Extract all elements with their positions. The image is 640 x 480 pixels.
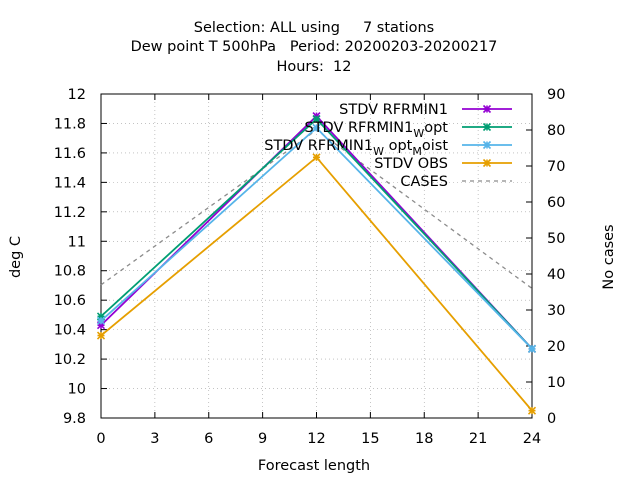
data-point — [96, 331, 106, 340]
x-tick-label: 6 — [204, 431, 213, 447]
y-tick-label: 12 — [68, 87, 86, 103]
y-tick-label: 11.6 — [54, 146, 86, 162]
legend-label: STDV OBS — [374, 156, 448, 172]
legend-label: STDV RFRMIN1Wopt — [304, 120, 448, 140]
chart-title: Selection: ALL using 7 stations Dew poin… — [131, 20, 498, 75]
legend-label: STDV RFRMIN1 — [339, 102, 448, 118]
y2-tick-label: 30 — [547, 303, 565, 319]
x-tick-label: 21 — [469, 431, 487, 447]
y2-tick-label: 70 — [547, 159, 565, 175]
y2-tick-label: 0 — [547, 411, 556, 427]
x-tick-label: 15 — [361, 431, 379, 447]
y2-axis-label: No cases — [601, 224, 617, 289]
data-point — [312, 123, 321, 132]
y2-tick-label: 20 — [547, 339, 565, 355]
x-tick-label: 9 — [258, 431, 267, 447]
y2-tick-label: 60 — [547, 195, 565, 211]
x-tick-label: 0 — [96, 431, 105, 447]
data-point — [312, 153, 321, 162]
y-axis-label: deg C — [8, 236, 24, 278]
legend-entry-2: STDV RFRMIN1W optMoist — [264, 138, 512, 158]
data-point — [527, 344, 537, 353]
axes: 0 3 6 9 12 15 18 21 24 9.8 10 10.2 10.4 10.6 10.8 11 11.… — [54, 87, 566, 447]
y-tick-label: 10 — [68, 382, 86, 398]
data-point — [482, 158, 492, 168]
data-point — [96, 316, 106, 325]
title-line-3: Hours: 12 — [276, 59, 351, 75]
data-point — [312, 114, 321, 124]
legend-label: CASES — [400, 174, 448, 190]
data-point — [482, 104, 492, 114]
y2-tick-label: 40 — [547, 267, 565, 283]
y2-tick-label: 90 — [547, 87, 565, 103]
y-tick-label: 9.8 — [63, 411, 86, 427]
series-line-3 — [100, 156, 533, 412]
legend-entry-3: STDV OBS — [374, 156, 512, 172]
x-tick-label: 24 — [523, 431, 541, 447]
title-line-2: Dew point T 500hPa Period: 20200203-2020… — [131, 39, 498, 55]
legend-label: STDV RFRMIN1W optMoist — [264, 138, 448, 158]
legend-entry-4: CASES — [400, 174, 512, 190]
y-tick-label: 11.2 — [54, 205, 86, 221]
y-tick-label: 10.6 — [54, 293, 86, 309]
legend-entry-0: STDV RFRMIN1 — [339, 102, 512, 118]
title-line-1: Selection: ALL using 7 stations — [194, 20, 435, 36]
data-point — [482, 140, 492, 150]
y-tick-label: 11.8 — [54, 116, 86, 132]
y2-tick-label: 10 — [547, 375, 565, 391]
data-point — [482, 122, 492, 132]
y-tick-label: 10.8 — [54, 264, 86, 280]
x-tick-label: 18 — [415, 431, 433, 447]
x-tick-label: 12 — [307, 431, 325, 447]
y-tick-label: 10.4 — [54, 323, 86, 339]
y-tick-label: 11 — [68, 234, 86, 250]
data-point — [527, 406, 537, 415]
legend-entry-1: STDV RFRMIN1Wopt — [304, 120, 512, 140]
y2-tick-label: 80 — [547, 123, 565, 139]
series-layer — [96, 112, 537, 415]
x-axis-label: Forecast length — [258, 458, 370, 474]
y-tick-label: 11.4 — [54, 175, 86, 191]
x-tick-label: 3 — [150, 431, 159, 447]
y2-tick-label: 50 — [547, 231, 565, 247]
y-tick-label: 10.2 — [54, 352, 86, 368]
